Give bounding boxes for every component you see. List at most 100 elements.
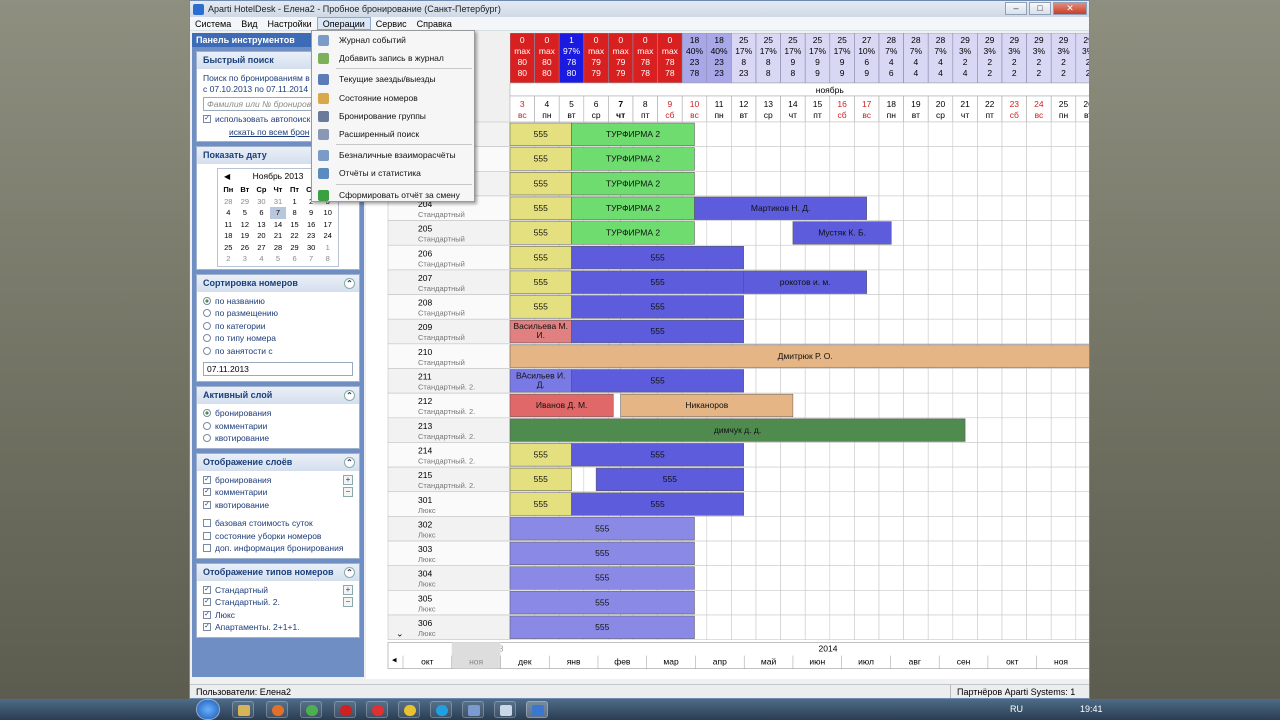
grid-cell[interactable] [977, 466, 1003, 493]
grid-cell[interactable] [1001, 244, 1027, 271]
calendar-day[interactable]: 16 [306, 219, 316, 229]
calendar-day[interactable]: 14 [273, 219, 283, 229]
grid-cell[interactable] [829, 171, 855, 197]
grid-cell[interactable] [977, 516, 1003, 542]
menu-3[interactable]: Операции [316, 17, 371, 30]
grid-cell[interactable] [1050, 491, 1077, 517]
grid-cell[interactable] [1075, 146, 1089, 172]
grid-cell[interactable] [1050, 466, 1077, 493]
calendar-day[interactable]: 5 [275, 254, 281, 263]
layer-checkbox-row[interactable]: ✓ квотирование [203, 499, 353, 512]
grid-cell[interactable] [903, 491, 929, 517]
grid-cell[interactable] [1075, 368, 1089, 394]
grid-cell[interactable] [706, 540, 732, 566]
grid-cell[interactable] [1050, 565, 1077, 591]
grid-cell[interactable] [829, 614, 855, 640]
grid-cell[interactable] [804, 491, 831, 517]
grid-cell[interactable] [755, 220, 781, 246]
grid-cell[interactable] [927, 565, 954, 591]
day-header[interactable] [755, 95, 781, 123]
grid-cell[interactable] [903, 392, 929, 419]
grid-cell[interactable] [952, 244, 978, 271]
grid-cell[interactable] [854, 466, 880, 493]
booking-bar[interactable] [571, 246, 744, 270]
grid-cell[interactable] [1075, 269, 1089, 295]
grid-cell[interactable] [1001, 171, 1027, 197]
grid-cell[interactable] [878, 540, 904, 566]
grid-cell[interactable] [952, 491, 978, 517]
day-header[interactable] [731, 95, 757, 123]
grid-cell[interactable] [903, 146, 929, 172]
room-label-cell[interactable] [387, 540, 511, 566]
grid-cell[interactable] [1050, 244, 1077, 271]
grid-cell[interactable] [1001, 540, 1027, 566]
grid-cell[interactable] [1050, 442, 1077, 468]
booking-bar[interactable] [792, 221, 892, 245]
grid-cell[interactable] [706, 516, 732, 542]
timeline-month[interactable]: июн [809, 657, 825, 667]
calendar-day[interactable]: 8 [292, 208, 297, 217]
calendar-day[interactable]: 17 [323, 219, 332, 229]
grid-cell[interactable] [903, 244, 929, 271]
grid-cell[interactable] [1075, 565, 1089, 591]
grid-cell[interactable] [952, 171, 978, 197]
grid-cell[interactable] [829, 146, 855, 172]
grid-cell[interactable] [731, 565, 757, 591]
grid-cell[interactable] [1050, 614, 1077, 640]
booking-bar[interactable] [743, 270, 867, 294]
grid-cell[interactable] [878, 195, 904, 221]
grid-cell[interactable] [878, 614, 904, 640]
firefox-taskbar-icon[interactable] [266, 701, 288, 718]
grid-cell[interactable] [1075, 516, 1089, 542]
language-indicator[interactable]: RU [1010, 704, 1023, 714]
grid-cell[interactable] [829, 294, 855, 320]
grid-cell[interactable] [878, 392, 904, 419]
grid-cell[interactable] [780, 368, 806, 394]
collapse-icon[interactable]: ⌃ [344, 456, 355, 468]
grid-cell[interactable] [780, 294, 806, 320]
grid-cell[interactable] [804, 244, 831, 271]
grid-cell[interactable] [755, 540, 781, 566]
room-label-cell[interactable] [387, 343, 511, 369]
grid-cell[interactable] [780, 244, 806, 271]
layer-checkbox-row[interactable]: базовая стоимость суток [203, 517, 353, 530]
sort-option[interactable]: по размещению [203, 307, 353, 320]
grid-cell[interactable] [952, 294, 978, 320]
booking-bar[interactable] [571, 492, 744, 516]
grid-cell[interactable] [952, 368, 978, 394]
booking-bar[interactable] [571, 319, 744, 344]
grid-cell[interactable] [927, 318, 954, 345]
grid-cell[interactable] [854, 565, 880, 591]
grid-cell[interactable] [1050, 171, 1077, 197]
grid-cell[interactable] [952, 516, 978, 542]
layer-option[interactable]: комментарии [203, 420, 353, 433]
day-header[interactable] [952, 95, 978, 123]
grid-cell[interactable] [780, 442, 806, 468]
grid-cell[interactable] [780, 540, 806, 566]
yandex-taskbar-icon[interactable] [366, 701, 388, 718]
grid-cell[interactable] [706, 590, 732, 616]
grid-cell[interactable] [706, 565, 732, 591]
grid-cell[interactable] [1075, 466, 1089, 493]
grid-cell[interactable] [1026, 171, 1052, 197]
grid-cell[interactable] [804, 146, 831, 172]
grid-cell[interactable] [1050, 392, 1077, 419]
calendar-day[interactable]: 18 [224, 231, 233, 240]
grid-cell[interactable] [829, 244, 855, 271]
grid-cell[interactable] [804, 466, 831, 493]
grid-cell[interactable] [1001, 614, 1027, 640]
calendar-day[interactable]: 9 [309, 208, 314, 217]
grid-cell[interactable] [878, 171, 904, 197]
collapse-icon[interactable]: ⌃ [344, 277, 355, 289]
calendar-day[interactable]: 30 [306, 242, 316, 252]
grid-cell[interactable] [755, 614, 781, 640]
grid-cell[interactable] [1075, 294, 1089, 320]
dropdown-item-8[interactable]: Сформировать отчёт за смену [312, 186, 474, 204]
grid-cell[interactable] [903, 294, 929, 320]
scroll-down-icon[interactable]: ⌄ [396, 629, 404, 639]
booking-bar[interactable] [571, 295, 744, 319]
grid-cell[interactable] [952, 392, 978, 419]
grid-cell[interactable] [927, 466, 954, 493]
day-header[interactable] [829, 95, 855, 123]
expand-icon[interactable]: + [343, 584, 353, 595]
